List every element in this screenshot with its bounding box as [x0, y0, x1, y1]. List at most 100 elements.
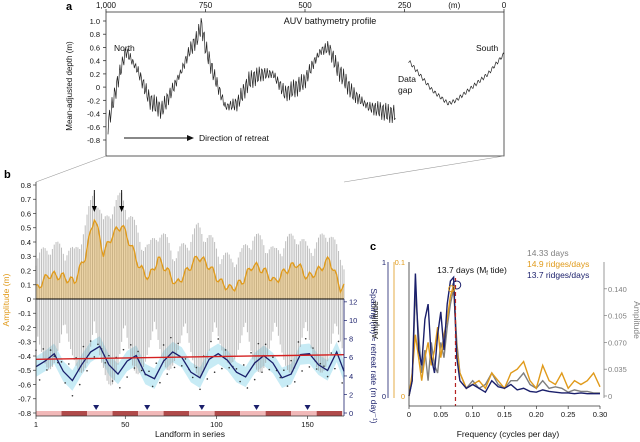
panel-b-spacing-point: [60, 361, 63, 363]
panel-b-ylabel-left: Amplitude (m): [1, 273, 11, 326]
panel-c-xtick-label: 0.10: [465, 410, 480, 419]
panel-b-spacing-point: [253, 378, 256, 381]
panel-b-spacing-point: [177, 342, 179, 345]
panel-b-ytick-right-label: 6: [349, 353, 353, 362]
panel-a-chart: AUV bathymetry profile North South Data …: [65, 1, 507, 157]
panel-c-xlabel: Frequency (cycles per day): [457, 429, 560, 439]
panel-b-spacing-point: [166, 373, 169, 375]
panel-c-ytick-right-label: 0.140: [608, 285, 627, 294]
panel-b-ytick-left-label: 0.6: [21, 209, 31, 218]
panel-c-ytick-right-label: 0.105: [608, 312, 627, 321]
panel-b-spacing-point: [89, 340, 92, 342]
panel-c-ytick-orange-top: 0.1: [395, 258, 405, 267]
vline-label-tail: tide): [488, 265, 507, 275]
panel-b-spacing-point: [191, 376, 194, 379]
panel-b-spacing-point: [71, 394, 74, 397]
panel-b-spacing-point: [283, 369, 285, 372]
vline-label-main: 13.7 days (M: [437, 265, 486, 275]
panel-b-spacing-point: [111, 380, 114, 382]
panel-b-spacing-point: [38, 379, 41, 381]
panel-a-top-tick-label: 500: [298, 1, 312, 10]
panel-b-spacing-point: [319, 362, 322, 365]
panel-b-spacing-point: [46, 369, 48, 371]
panel-a-annotation-south: South: [476, 43, 498, 53]
panel-b-spacing-point: [341, 382, 343, 384]
panel-b-xtick-label: 1: [34, 420, 38, 429]
panel-b-spacing-point: [159, 381, 161, 384]
panel-a-top-tick-label: 750: [199, 1, 213, 10]
panel-b-spacing-point: [315, 368, 318, 370]
panel-a-retreat-arrowhead: [187, 135, 194, 141]
panel-b-ytick-left-label: 0.8: [21, 181, 31, 190]
panel-b-tide-marker: [198, 405, 205, 410]
panel-b-spacing-point: [257, 342, 260, 345]
panel-b-spacing-point: [151, 385, 154, 388]
panel-b-ytick-left-label: 0.4: [21, 238, 31, 247]
panel-label-b: b: [4, 169, 11, 181]
panel-a-ytick-label: -0.2: [87, 96, 100, 105]
panel-c-peak-circle-orange: [448, 285, 456, 293]
panel-label-c: c: [370, 241, 376, 253]
panel-b-ytick-left-label: -0.6: [18, 380, 31, 389]
panel-b-spacing-point: [148, 370, 150, 373]
panel-b-spacing-point: [68, 363, 70, 365]
panel-c-xtick-label: 0.30: [593, 410, 608, 419]
panel-b-xtick-label: 150: [301, 420, 314, 429]
panel-b-tide-segment-dark: [112, 411, 139, 416]
panel-b-spacing-point: [184, 358, 187, 360]
panel-b-spacing-point: [104, 361, 107, 364]
panel-b-tide-marker: [93, 405, 100, 410]
panel-label-a: a: [66, 1, 73, 13]
panel-b-spacing-point: [155, 362, 158, 365]
panel-b-ytick-left-label: 0.7: [21, 195, 31, 204]
panel-b-spacing-point: [119, 387, 121, 389]
panel-b-spacing-point: [133, 367, 136, 369]
panel-b-spacing-point: [308, 366, 311, 368]
panel-a-ylabel: Mean-adjusted depth (m): [65, 41, 74, 131]
panel-a-top-tick-label: (m): [448, 1, 460, 10]
panel-b-ytick-left-label: -0.4: [18, 352, 31, 361]
panel-b-ytick-left-label: -0.1: [18, 309, 31, 318]
panel-b-ytick-right-label: 4: [349, 372, 353, 381]
panel-b-amplitude-area: [36, 220, 344, 299]
panel-b-ytick-left-label: 0.3: [21, 252, 31, 261]
panel-b-spacing-point: [286, 385, 289, 387]
panel-b-spacing-point: [235, 368, 238, 370]
panel-b-spacing-point: [137, 350, 139, 353]
panel-b-xlabel: Landform in series: [155, 429, 225, 439]
panel-c-ytick-navy-top: 1: [382, 258, 386, 267]
panel-b-tide-segment-dark: [214, 411, 241, 416]
panel-b-spacing-point: [330, 352, 333, 354]
panel-b-ytick-right-label: 12: [349, 298, 357, 307]
panel-b-spacing-point: [228, 366, 230, 369]
panel-b-ytick-left-label: -0.3: [18, 338, 31, 347]
panel-a-ytick-label: -0.8: [87, 136, 100, 145]
panel-c-ylabel-left: Amplitude: [370, 301, 380, 339]
panel-b-spacing-point: [180, 365, 183, 367]
panel-b-spacing-point: [323, 365, 325, 367]
panel-b-tide-segment-dark: [316, 411, 343, 416]
panel-b-spacing-point: [264, 343, 267, 346]
panel-c-xtick-label: 0.05: [434, 410, 449, 419]
panel-b-ytick-right-label: 8: [349, 335, 353, 344]
panel-b-spacing-point: [297, 341, 300, 343]
panel-b-ytick-left-label: 0.1: [21, 281, 31, 290]
panel-a-annotation-gap-1: Data: [398, 74, 416, 84]
panel-c-legend-0: 14.33 days: [527, 248, 569, 258]
panel-a-ytick-label: 0: [96, 83, 100, 92]
panel-c-xtick-label: 0.20: [529, 410, 544, 419]
panel-b-spacing-point: [290, 359, 292, 362]
panel-b-spacing-point: [93, 356, 96, 358]
panel-a-annotation-gap-2: gap: [398, 85, 412, 95]
panel-b-spacing-point: [140, 369, 143, 372]
panel-b-tide-segment-dark: [265, 411, 292, 416]
panel-c-series-line-2: [408, 273, 600, 397]
panel-c-ytick-right-label: 0.070: [608, 338, 627, 347]
panel-a-ytick-label: -0.6: [87, 123, 100, 132]
panel-b-ytick-right-label: 10: [349, 316, 357, 325]
panel-b-ytick-left-label: 0.5: [21, 224, 31, 233]
panel-c-vline-label: 13.7 days (Mf tide): [437, 265, 507, 277]
panel-b-spacing-point: [268, 368, 271, 371]
panel-b-ytick-left-label: -0.2: [18, 323, 31, 332]
panel-a-ytick-label: 1.0: [90, 17, 100, 26]
